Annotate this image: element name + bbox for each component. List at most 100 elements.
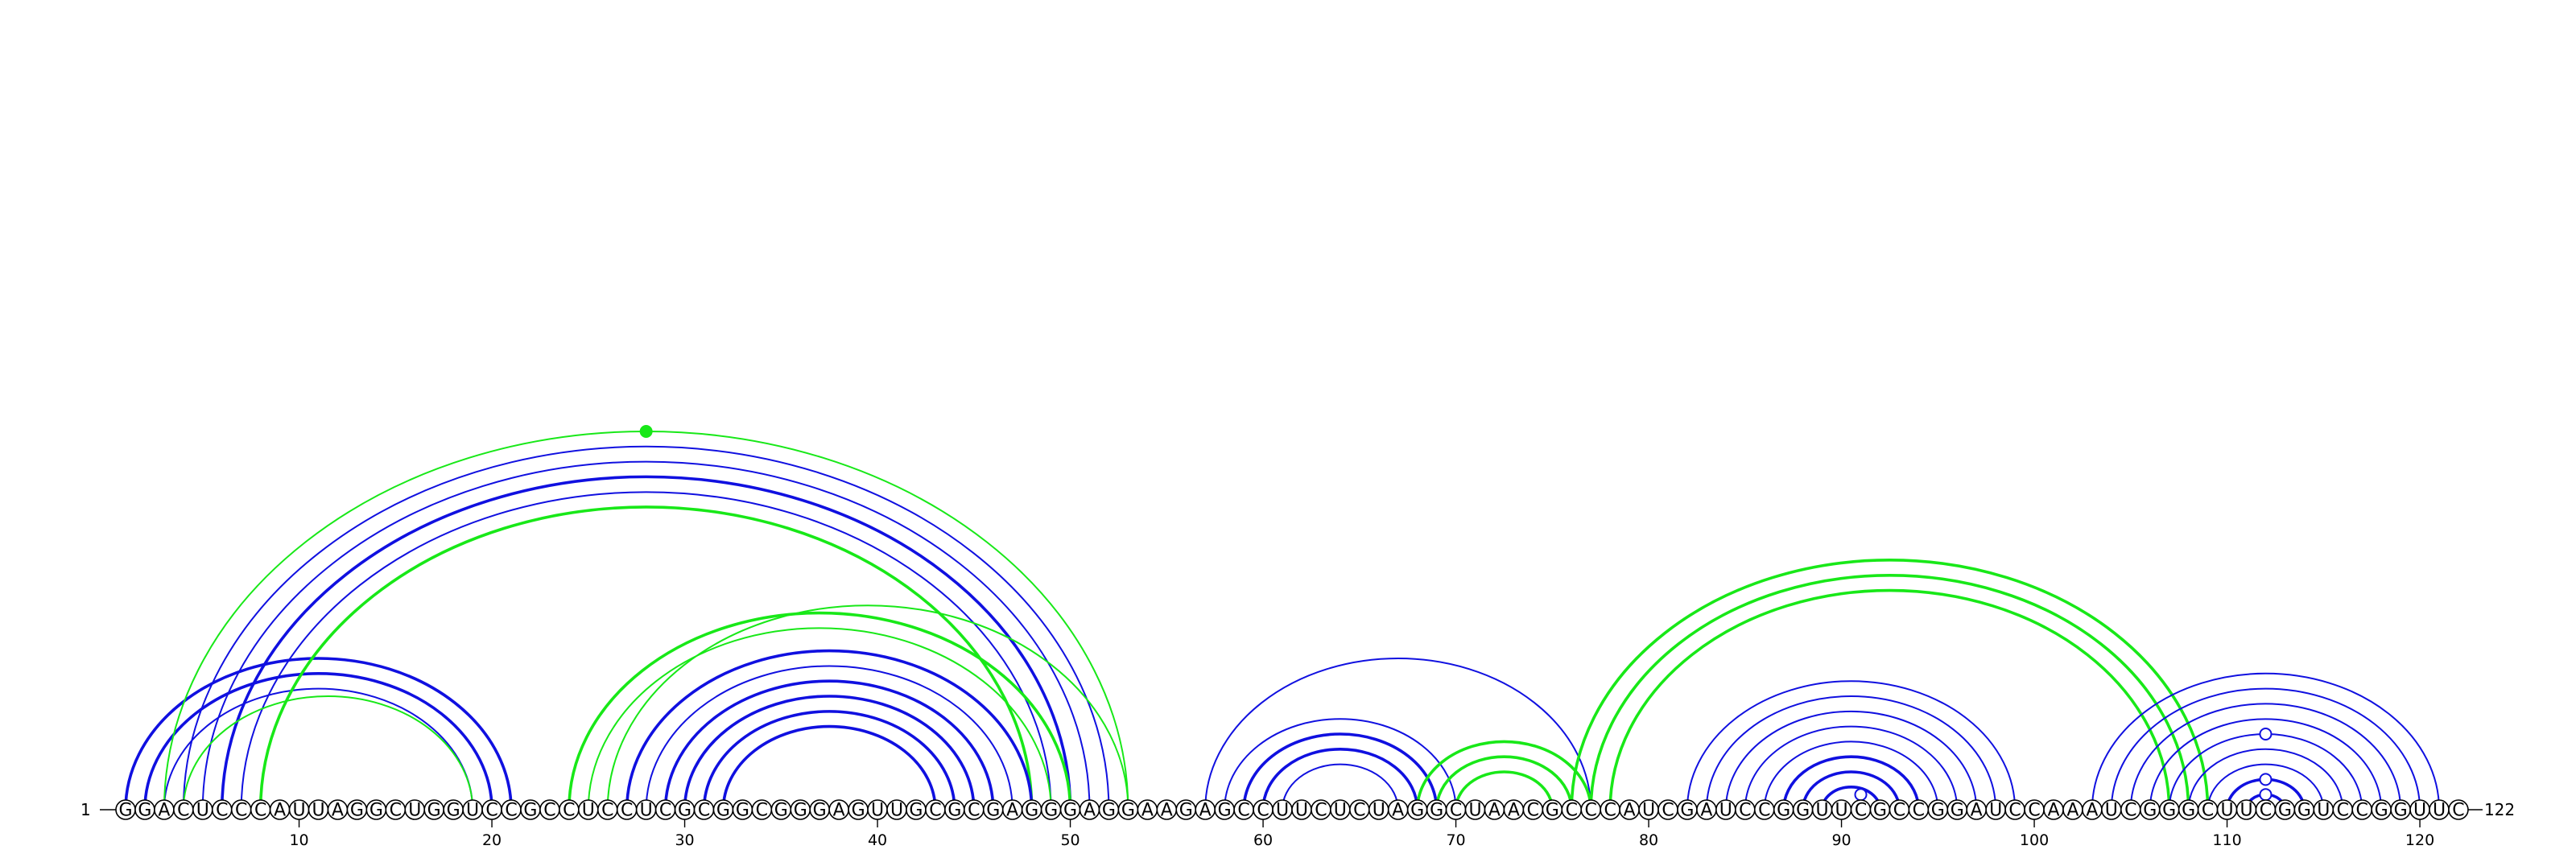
nucleotide-letter: U: [640, 801, 653, 821]
nucleotide-3: A: [154, 799, 175, 821]
nucleotide-letter: C: [2028, 801, 2040, 821]
nucleotide-letter: G: [2394, 801, 2408, 821]
nucleotide-17: G: [423, 799, 445, 821]
nucleotide-48: G: [1021, 799, 1042, 821]
nucleotide-circle: [2448, 799, 2469, 820]
nucleotide-letter: A: [2066, 801, 2079, 821]
tick-label-90: 90: [1831, 831, 1851, 849]
arc-60-68: [1261, 748, 1419, 811]
nucleotide-letter: C: [563, 801, 575, 821]
nucleotide-letter: G: [1777, 801, 1790, 821]
nucleotide-5: U: [192, 799, 213, 821]
nucleotide-letter: G: [774, 801, 788, 821]
nucleotide-letter: A: [2086, 801, 2098, 821]
nucleotide-letter: C: [505, 801, 517, 821]
nucleotide-letter: A: [1084, 801, 1096, 821]
nucleotide-84: U: [1715, 799, 1736, 821]
nucleotide-letter: C: [1237, 801, 1249, 821]
arc-8-48: [258, 505, 1034, 811]
nucleotide-54: A: [1137, 799, 1158, 821]
tick-label-60: 60: [1253, 831, 1273, 849]
nucleotide-letter: G: [986, 801, 1000, 821]
nucleotide-letter: U: [196, 801, 209, 821]
arc-6-50: [220, 475, 1072, 811]
arc-108-116: [2187, 748, 2344, 811]
nucleotide-115: U: [2313, 799, 2334, 821]
nucleotide-18: G: [443, 799, 464, 821]
arc-70-75: [1454, 770, 1554, 811]
nucleotide-letter: G: [1873, 801, 1887, 821]
nucleotide-50: G: [1059, 799, 1081, 821]
nucleotide-letter: C: [1758, 801, 1770, 821]
nucleotide-49: G: [1040, 799, 1062, 821]
position-ticks: 10 20 30 40 50 60 70 80 90 100 110 120: [289, 819, 2434, 849]
nucleotide-letter: C: [390, 801, 402, 821]
nucleotide-letter: G: [1218, 801, 1232, 821]
nucleotide-letter: A: [1624, 801, 1636, 821]
nucleotide-letter: G: [1179, 801, 1193, 821]
nucleotide-letter: A: [1161, 801, 1173, 821]
sequence-backbone: 1 122: [80, 800, 2515, 819]
nucleotide-100: C: [2024, 799, 2045, 821]
nucleotide-63: C: [1311, 799, 1331, 821]
nucleotide-109: C: [2197, 799, 2219, 821]
nucleotide-letter: U: [1373, 801, 1385, 821]
nucleotide-letter: C: [1257, 801, 1269, 821]
nucleotide-81: C: [1657, 799, 1678, 821]
nucleotide-letter: G: [1044, 801, 1058, 821]
nucleotide-letter: C: [2008, 801, 2021, 821]
nucleotide-letter: C: [177, 801, 189, 821]
nucleotide-letter: G: [1025, 801, 1038, 821]
nucleotide-77: C: [1580, 799, 1601, 821]
nucleotide-letter: U: [2240, 801, 2252, 821]
base-pair-arcs: [124, 431, 2440, 811]
nucleotide-letter: A: [158, 801, 170, 821]
nucleotide-letter: G: [1680, 801, 1694, 821]
nucleotide-76: C: [1561, 799, 1583, 821]
nucleotide-letter: G: [2182, 801, 2195, 821]
tick-label-100: 100: [2020, 831, 2049, 849]
nucleotide-24: C: [559, 799, 580, 821]
nucleotide-letter: U: [2105, 801, 2118, 821]
nucleotide-7: C: [230, 799, 252, 821]
nucleotide-15: C: [385, 799, 407, 821]
nucleotide-letter: G: [2143, 801, 2157, 821]
arc-88-93: [1801, 770, 1901, 811]
nucleotide-letter: G: [2278, 801, 2292, 821]
nucleotide-68: G: [1406, 799, 1428, 821]
nucleotide-19: U: [462, 799, 483, 821]
nucleotide-letter: G: [427, 801, 441, 821]
nucleotide-83: A: [1696, 799, 1717, 821]
nucleotide-52: G: [1098, 799, 1120, 821]
nucleotide-letter: C: [621, 801, 633, 821]
nucleotide-87: G: [1773, 799, 1794, 821]
nucleotide-119: G: [2390, 799, 2411, 821]
nucleotide-121: U: [2429, 799, 2450, 821]
nucleotide-letter: C: [698, 801, 710, 821]
nucleotide-letter: C: [2356, 801, 2368, 821]
nucleotide-38: A: [828, 799, 849, 821]
nucleotide-letter: A: [1700, 801, 1712, 821]
arc-4-19: [182, 695, 474, 811]
nucleotide-14: G: [365, 799, 387, 821]
nucleotide-95: G: [1927, 799, 1949, 821]
nucleotide-letter: U: [582, 801, 595, 821]
nucleotide-letter: U: [1642, 801, 1655, 821]
arc-marker-110-114: [2259, 773, 2273, 786]
arc-69-76: [1435, 755, 1574, 811]
arc-3-53: [163, 431, 1129, 811]
nucleotide-letter: C: [2124, 801, 2136, 821]
arc-109-115: [2207, 763, 2325, 811]
nucleotide-letter: A: [1199, 801, 1212, 821]
nucleotide-letter: U: [408, 801, 421, 821]
nucleotide-letter: U: [1468, 801, 1481, 821]
arc-29-46: [663, 679, 995, 811]
nucleotide-1: G: [115, 799, 136, 821]
nucleotide-letter: G: [852, 801, 865, 821]
nucleotide-44: G: [944, 799, 965, 821]
nucleotide-74: C: [1522, 799, 1544, 821]
nucleotide-letter: C: [1527, 801, 1539, 821]
nucleotide-letter: C: [216, 801, 228, 821]
nucleotide-letter: C: [543, 801, 555, 821]
